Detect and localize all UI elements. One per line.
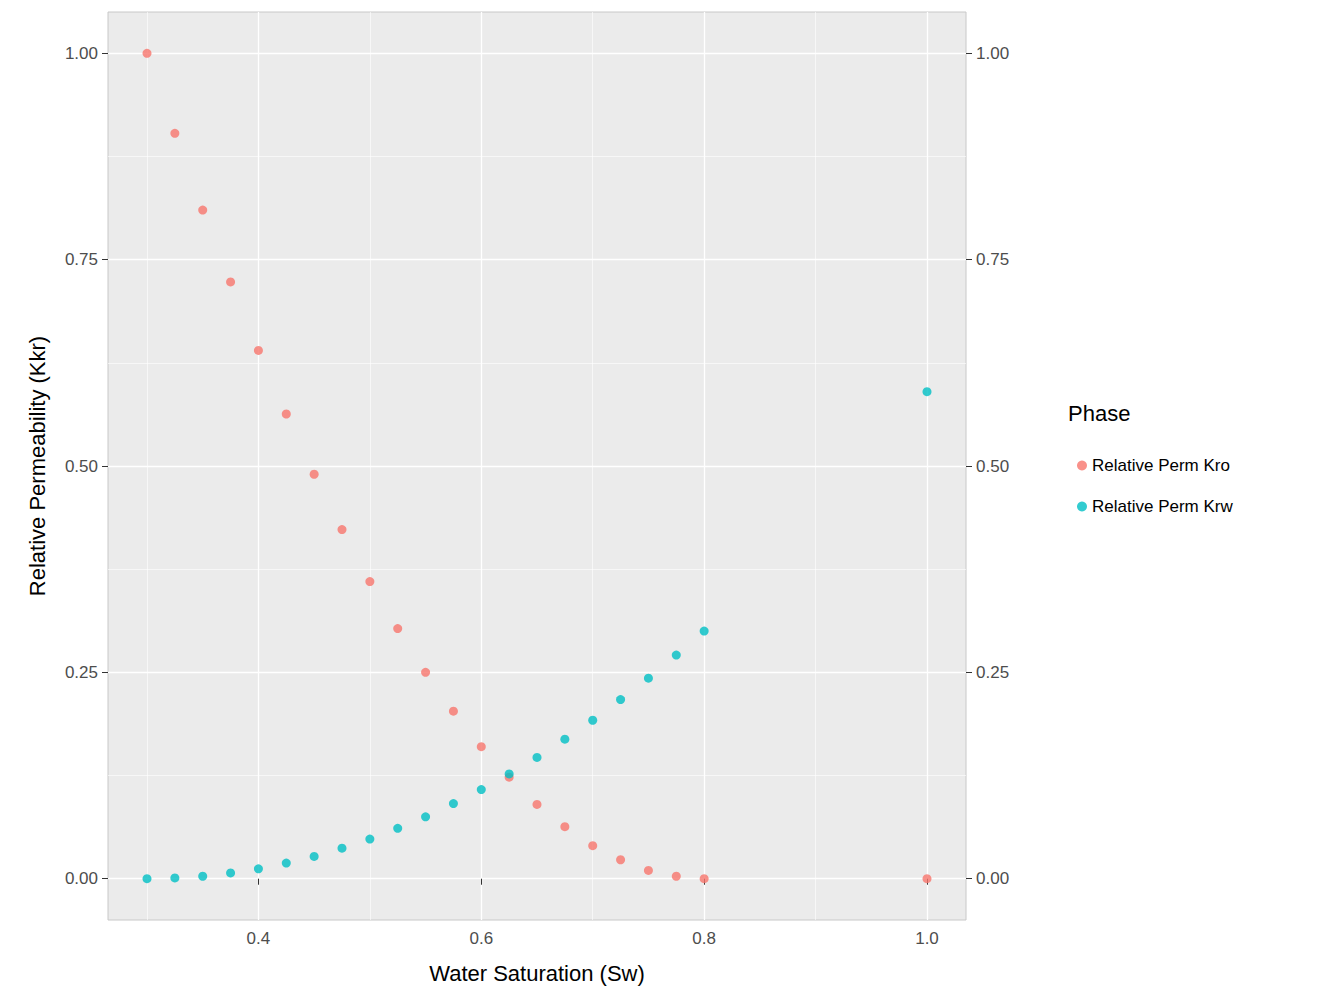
svg-text:Relative Perm Krw: Relative Perm Krw: [1092, 497, 1233, 516]
svg-text:0.75: 0.75: [65, 250, 98, 269]
svg-text:0.50: 0.50: [976, 457, 1009, 476]
svg-text:Phase: Phase: [1068, 401, 1130, 426]
svg-text:0.6: 0.6: [469, 929, 493, 948]
svg-text:0.25: 0.25: [65, 663, 98, 682]
svg-text:0.75: 0.75: [976, 250, 1009, 269]
svg-text:0.4: 0.4: [247, 929, 271, 948]
svg-text:0.00: 0.00: [976, 869, 1009, 888]
svg-text:0.25: 0.25: [976, 663, 1009, 682]
svg-text:0.00: 0.00: [65, 869, 98, 888]
svg-text:1.00: 1.00: [976, 44, 1009, 63]
svg-text:0.50: 0.50: [65, 457, 98, 476]
svg-text:1.0: 1.0: [915, 929, 939, 948]
svg-text:0.8: 0.8: [692, 929, 716, 948]
svg-text:Relative Perm Kro: Relative Perm Kro: [1092, 456, 1230, 475]
svg-text:1.00: 1.00: [65, 44, 98, 63]
svg-text:Water Saturation (Sw): Water Saturation (Sw): [429, 961, 645, 986]
svg-text:Relative Permeability (Kkr): Relative Permeability (Kkr): [25, 336, 50, 596]
